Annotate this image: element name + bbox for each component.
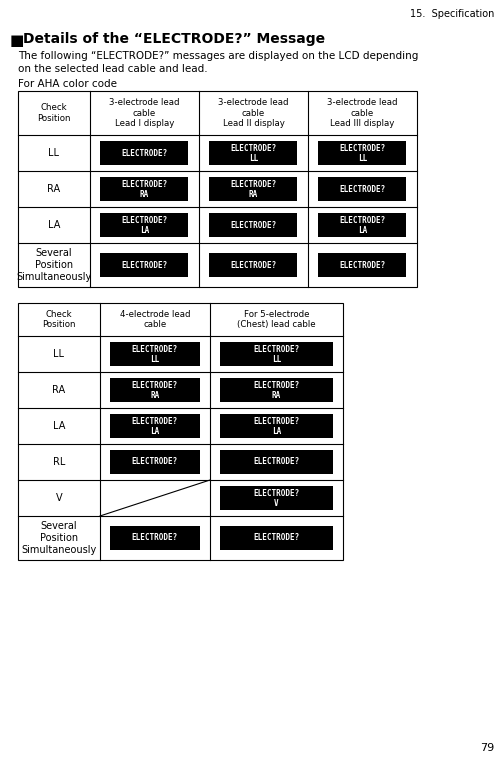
Bar	[220, 378, 333, 402]
Bar	[318, 253, 407, 277]
Text: ELECTRODE?: ELECTRODE?	[132, 457, 178, 466]
Text: ELECTRODE?: ELECTRODE?	[253, 345, 299, 354]
Text: Details of the “ELECTRODE?” Message: Details of the “ELECTRODE?” Message	[23, 32, 325, 46]
Text: LA: LA	[272, 427, 281, 436]
Bar	[110, 414, 200, 438]
Text: ELECTRODE?: ELECTRODE?	[121, 260, 168, 269]
Text: ELECTRODE?: ELECTRODE?	[253, 457, 299, 466]
Bar	[110, 450, 200, 474]
Text: RL: RL	[53, 457, 65, 467]
Text: ELECTRODE?: ELECTRODE?	[231, 221, 276, 230]
Text: ELECTRODE?: ELECTRODE?	[121, 215, 168, 224]
Bar	[100, 177, 189, 201]
Text: ELECTRODE?: ELECTRODE?	[121, 148, 168, 158]
Text: LA: LA	[358, 226, 367, 235]
Text: ELECTRODE?: ELECTRODE?	[253, 533, 299, 543]
Text: V: V	[274, 498, 279, 508]
Text: Several
Position
Simultaneously: Several Position Simultaneously	[16, 248, 92, 282]
Text: LL: LL	[358, 154, 367, 163]
Text: 3-electrode lead
cable
Lead II display: 3-electrode lead cable Lead II display	[218, 98, 289, 128]
Text: LA: LA	[150, 427, 160, 436]
Bar	[210, 213, 297, 237]
Text: ELECTRODE?: ELECTRODE?	[121, 180, 168, 189]
Text: ELECTRODE?: ELECTRODE?	[253, 380, 299, 390]
Text: LL: LL	[249, 154, 258, 163]
Text: LL: LL	[272, 355, 281, 364]
Text: LL: LL	[150, 355, 160, 364]
Text: RA: RA	[249, 189, 258, 199]
Text: ELECTRODE?: ELECTRODE?	[231, 180, 276, 189]
Text: 3-electrode lead
cable
Lead III display: 3-electrode lead cable Lead III display	[327, 98, 398, 128]
Bar	[318, 213, 407, 237]
Bar	[220, 486, 333, 510]
Text: ELECTRODE?: ELECTRODE?	[231, 144, 276, 153]
Bar	[100, 141, 189, 165]
Text: The following “ELECTRODE?” messages are displayed on the LCD depending: The following “ELECTRODE?” messages are …	[18, 51, 418, 61]
Text: RA: RA	[150, 391, 160, 400]
Text: V: V	[56, 493, 62, 503]
Text: LA: LA	[48, 220, 60, 230]
Text: ELECTRODE?: ELECTRODE?	[231, 260, 276, 269]
Text: ELECTRODE?: ELECTRODE?	[339, 215, 386, 224]
Text: LL: LL	[48, 148, 59, 158]
Bar	[110, 342, 200, 366]
Text: ELECTRODE?: ELECTRODE?	[339, 144, 386, 153]
Text: 4-electrode lead
cable: 4-electrode lead cable	[120, 310, 190, 330]
Text: LA: LA	[140, 226, 149, 235]
Text: ELECTRODE?: ELECTRODE?	[132, 417, 178, 425]
Text: 79: 79	[480, 743, 494, 753]
Text: Check
Position: Check Position	[42, 310, 76, 330]
Bar	[210, 177, 297, 201]
Bar	[110, 526, 200, 550]
Bar	[210, 253, 297, 277]
Text: ELECTRODE?: ELECTRODE?	[132, 380, 178, 390]
Bar	[220, 450, 333, 474]
Text: ELECTRODE?: ELECTRODE?	[132, 533, 178, 543]
Bar	[318, 177, 407, 201]
Bar	[100, 253, 189, 277]
Bar	[110, 378, 200, 402]
Bar	[220, 414, 333, 438]
Text: RA: RA	[47, 184, 60, 194]
Bar	[18, 91, 417, 287]
Text: For 5-electrode
(Chest) lead cable: For 5-electrode (Chest) lead cable	[237, 310, 316, 330]
Text: RA: RA	[52, 385, 65, 395]
Bar	[220, 342, 333, 366]
Text: 3-electrode lead
cable
Lead I display: 3-electrode lead cable Lead I display	[109, 98, 180, 128]
Text: 15.  Specification: 15. Specification	[410, 9, 494, 19]
Text: ELECTRODE?: ELECTRODE?	[253, 417, 299, 425]
Text: ELECTRODE?: ELECTRODE?	[132, 345, 178, 354]
Text: ELECTRODE?: ELECTRODE?	[339, 260, 386, 269]
Bar	[100, 213, 189, 237]
Text: ■: ■	[10, 33, 24, 48]
Text: Check
Position: Check Position	[37, 103, 71, 123]
Text: RA: RA	[272, 391, 281, 400]
Text: ELECTRODE?: ELECTRODE?	[253, 489, 299, 498]
Text: LA: LA	[53, 421, 65, 431]
Bar	[220, 526, 333, 550]
Text: ELECTRODE?: ELECTRODE?	[339, 184, 386, 193]
Bar	[210, 141, 297, 165]
Bar	[18, 303, 343, 560]
Text: For AHA color code: For AHA color code	[18, 79, 117, 89]
Text: LL: LL	[53, 349, 64, 359]
Text: RA: RA	[140, 189, 149, 199]
Text: on the selected lead cable and lead.: on the selected lead cable and lead.	[18, 64, 208, 74]
Text: Several
Position
Simultaneously: Several Position Simultaneously	[21, 521, 97, 555]
Bar	[318, 141, 407, 165]
